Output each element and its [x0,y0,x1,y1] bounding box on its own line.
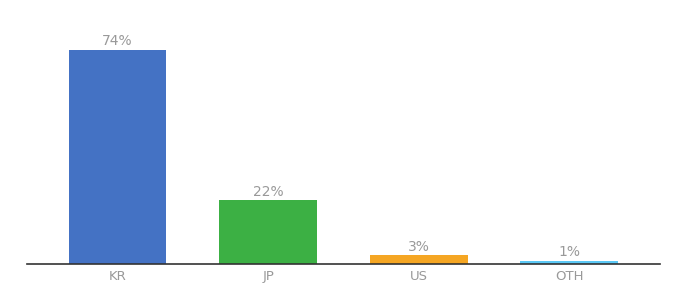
Text: 22%: 22% [253,184,284,199]
Text: 3%: 3% [408,240,430,254]
Bar [520,261,618,264]
Text: 74%: 74% [102,34,133,48]
Bar [69,50,167,264]
Text: 1%: 1% [558,245,580,260]
Bar [370,255,468,264]
Bar [219,200,317,264]
